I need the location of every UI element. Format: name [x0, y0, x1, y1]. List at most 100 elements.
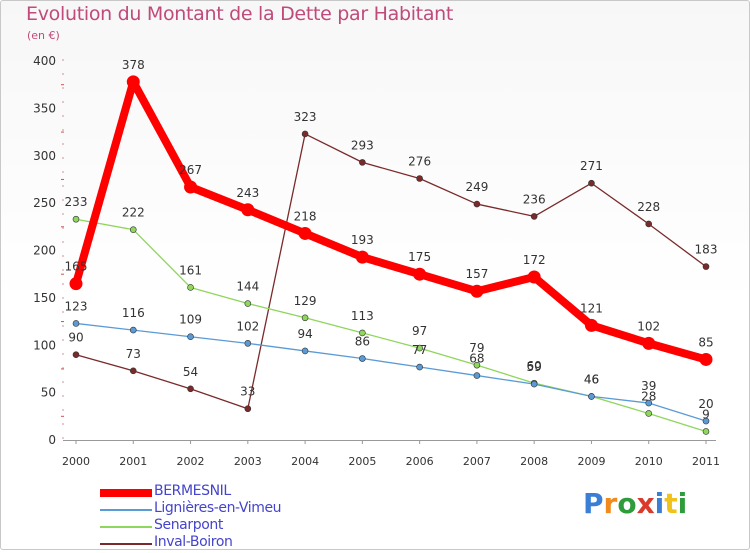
data-point: [527, 270, 541, 284]
data-label: 323: [294, 110, 317, 124]
data-point: [413, 267, 427, 281]
data-point: [645, 399, 653, 407]
data-label: 144: [236, 280, 259, 294]
data-label: 73: [126, 347, 141, 361]
data-label: 102: [637, 319, 660, 333]
legend-swatch: [100, 509, 152, 511]
x-tick-label: 2009: [577, 455, 605, 468]
data-point: [244, 300, 252, 307]
data-point: [301, 130, 309, 138]
y-tick-label: 0: [48, 433, 56, 447]
x-tick-label: 2006: [406, 455, 434, 468]
data-point: [301, 314, 309, 322]
data-point: [69, 277, 83, 291]
x-tick-label: 2001: [119, 455, 147, 468]
data-point: [241, 203, 255, 217]
x-tick-label: 2007: [463, 455, 491, 468]
data-label: 271: [580, 159, 603, 173]
data-label: 165: [65, 260, 88, 274]
data-point: [642, 336, 656, 350]
series-line-0: [72, 77, 710, 364]
data-point: [244, 340, 252, 347]
data-point: [416, 363, 423, 371]
data-label: 102: [236, 319, 259, 333]
data-label: 116: [122, 306, 145, 320]
data-label: 183: [695, 243, 718, 257]
series-line-2: [75, 218, 707, 433]
data-label: 68: [469, 352, 484, 366]
data-label: 193: [351, 233, 374, 247]
data-point: [187, 333, 194, 341]
data-label: 123: [65, 299, 88, 313]
y-tick-label: 400: [33, 54, 56, 68]
x-tick-label: 2008: [520, 455, 548, 468]
data-label: 39: [641, 379, 656, 393]
data-label: 79: [469, 341, 484, 355]
logo-letter: P: [583, 487, 604, 520]
legend-swatch: [100, 543, 152, 545]
y-tick-label: 250: [33, 196, 56, 210]
data-label: 77: [412, 343, 427, 357]
data-label: 175: [408, 250, 431, 264]
data-point: [416, 344, 423, 352]
legend-swatch: [100, 526, 152, 528]
data-point: [588, 179, 595, 187]
logo-letter: t: [664, 487, 678, 520]
data-label: 59: [527, 360, 542, 374]
data-point: [187, 385, 194, 393]
logo-letter: o: [617, 487, 637, 520]
data-point: [359, 355, 366, 362]
x-tick-label: 2004: [291, 455, 319, 468]
data-point: [129, 367, 137, 375]
data-point: [702, 263, 710, 270]
data-label: 243: [236, 186, 259, 200]
data-point: [184, 180, 198, 194]
data-point: [702, 417, 710, 425]
data-label: 233: [65, 195, 88, 209]
data-label: 228: [637, 200, 660, 214]
x-tick-label: 2003: [234, 455, 262, 468]
data-point: [702, 428, 710, 435]
data-label: 86: [355, 335, 370, 349]
data-point: [129, 226, 137, 233]
y-tick-label: 50: [41, 386, 56, 400]
data-point: [129, 326, 137, 334]
series-line-1: [75, 322, 707, 422]
data-label: 28: [641, 389, 656, 403]
data-label: 222: [122, 206, 145, 220]
data-point: [530, 380, 538, 388]
data-point: [470, 284, 484, 298]
y-tick-label: 100: [33, 338, 56, 352]
logo-letter: x: [636, 487, 655, 520]
data-point: [473, 361, 481, 369]
data-label: 218: [294, 209, 317, 223]
chart-subtitle: (en €): [27, 29, 60, 42]
data-point: [645, 220, 653, 228]
data-point: [187, 284, 194, 291]
x-tick-label: 2011: [692, 455, 720, 468]
x-tick-label: 2005: [348, 455, 376, 468]
y-tick-label: 350: [33, 101, 56, 115]
y-tick-label: 200: [33, 244, 56, 258]
data-point: [72, 215, 80, 223]
logo-letter: i: [654, 487, 665, 520]
data-label: 94: [297, 327, 312, 341]
data-point: [359, 329, 366, 337]
proxiti-logo: Proxiti: [583, 487, 687, 520]
data-point: [72, 320, 80, 327]
data-point: [416, 175, 423, 182]
data-point: [530, 213, 538, 220]
data-label: 378: [122, 58, 145, 72]
data-label: 161: [179, 263, 202, 277]
series-line-3: [75, 133, 707, 410]
data-point: [584, 318, 598, 332]
data-point: [473, 200, 481, 208]
data-point: [699, 352, 713, 366]
data-label: 157: [465, 267, 488, 281]
data-point: [645, 410, 653, 417]
data-label: 85: [698, 335, 713, 349]
x-tick-label: 2000: [62, 455, 90, 468]
chart-title: Evolution du Montant de la Dette par Hab…: [26, 3, 454, 25]
